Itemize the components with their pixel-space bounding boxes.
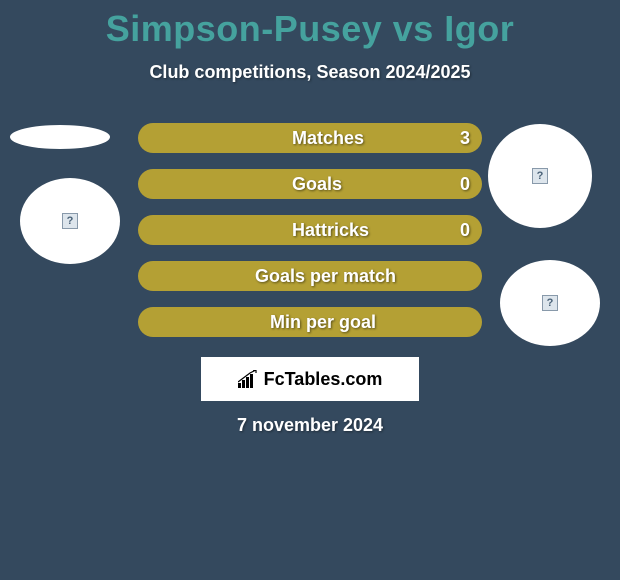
player-left-ellipse <box>10 125 110 149</box>
fctables-logo-box: FcTables.com <box>201 357 419 401</box>
logo-text: FcTables.com <box>264 369 383 390</box>
comparison-title: Simpson-Pusey vs Igor <box>0 0 620 50</box>
placeholder-icon <box>542 295 558 311</box>
stat-bar-min-per-goal: Min per goal <box>138 307 482 337</box>
placeholder-icon <box>62 213 78 229</box>
season-subtitle: Club competitions, Season 2024/2025 <box>0 62 620 83</box>
chart-icon <box>238 370 260 388</box>
stat-value: 0 <box>460 174 470 195</box>
stat-label: Hattricks <box>292 220 369 241</box>
stat-label: Min per goal <box>270 312 376 333</box>
stat-bar-hattricks: Hattricks 0 <box>138 215 482 245</box>
stat-bar-goals-per-match: Goals per match <box>138 261 482 291</box>
stat-value: 3 <box>460 128 470 149</box>
stat-bar-goals: Goals 0 <box>138 169 482 199</box>
date-label: 7 november 2024 <box>0 415 620 436</box>
player-left-avatar <box>20 178 120 264</box>
stat-value: 0 <box>460 220 470 241</box>
player-right-avatar-top <box>488 124 592 228</box>
stat-label: Matches <box>292 128 364 149</box>
stat-label: Goals per match <box>255 266 396 287</box>
stat-label: Goals <box>292 174 342 195</box>
fctables-logo: FcTables.com <box>238 369 383 390</box>
player-right-avatar-bottom <box>500 260 600 346</box>
placeholder-icon <box>532 168 548 184</box>
stat-bar-matches: Matches 3 <box>138 123 482 153</box>
